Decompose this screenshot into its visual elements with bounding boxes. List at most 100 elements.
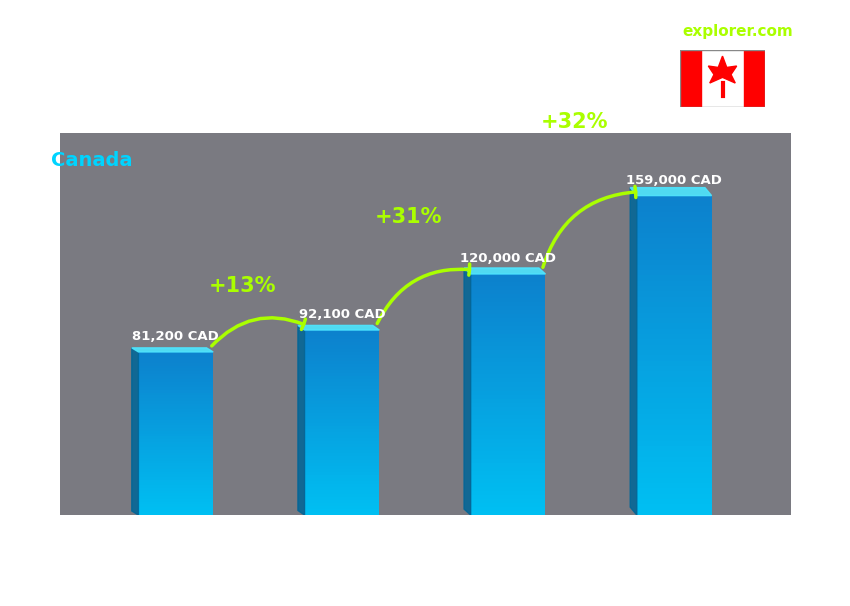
Bar xyxy=(304,435,379,438)
Bar xyxy=(304,388,379,391)
Polygon shape xyxy=(132,348,139,515)
Bar xyxy=(471,435,546,439)
Polygon shape xyxy=(132,348,213,352)
Bar xyxy=(471,310,546,314)
Bar xyxy=(471,495,546,499)
Text: 159,000 CAD: 159,000 CAD xyxy=(626,173,722,187)
Bar xyxy=(304,512,379,515)
Bar xyxy=(139,471,213,474)
Bar xyxy=(637,196,711,515)
Bar xyxy=(471,375,546,379)
Bar xyxy=(304,345,379,348)
Bar xyxy=(304,404,379,407)
Bar xyxy=(139,433,213,436)
Bar xyxy=(637,259,711,265)
Bar xyxy=(471,475,546,479)
Bar xyxy=(139,352,213,515)
Bar xyxy=(637,499,711,504)
Bar xyxy=(304,413,379,416)
Bar xyxy=(139,352,213,355)
Bar xyxy=(637,408,711,414)
Bar xyxy=(139,363,213,365)
Bar xyxy=(637,276,711,281)
Bar xyxy=(637,414,711,419)
Bar xyxy=(637,286,711,291)
Bar xyxy=(471,342,546,346)
Bar xyxy=(471,367,546,370)
Bar xyxy=(637,355,711,361)
Bar xyxy=(304,487,379,490)
Bar xyxy=(304,370,379,373)
Bar xyxy=(304,493,379,496)
Text: 120,000 CAD: 120,000 CAD xyxy=(460,252,556,265)
Bar xyxy=(637,462,711,467)
Text: 81,200 CAD: 81,200 CAD xyxy=(133,330,219,343)
Bar xyxy=(471,362,546,367)
Bar xyxy=(304,330,379,515)
Bar xyxy=(139,444,213,447)
Bar xyxy=(139,417,213,420)
Bar xyxy=(471,511,546,515)
Bar xyxy=(139,477,213,480)
Bar xyxy=(304,333,379,336)
Bar xyxy=(304,478,379,481)
Bar xyxy=(471,282,546,286)
Bar xyxy=(471,439,546,443)
Bar xyxy=(637,244,711,249)
Bar xyxy=(471,399,546,402)
Bar xyxy=(471,422,546,427)
Bar xyxy=(139,466,213,469)
Bar xyxy=(637,467,711,473)
Bar xyxy=(471,379,546,382)
Bar xyxy=(139,474,213,477)
Bar xyxy=(637,393,711,398)
Bar xyxy=(139,404,213,407)
Bar xyxy=(637,430,711,435)
Bar xyxy=(637,318,711,324)
Text: Average Yearly Salary: Average Yearly Salary xyxy=(798,264,808,385)
Bar xyxy=(304,456,379,459)
Bar xyxy=(637,228,711,233)
Bar xyxy=(139,379,213,382)
Bar xyxy=(304,506,379,509)
Bar xyxy=(637,504,711,510)
Bar xyxy=(471,382,546,387)
Bar xyxy=(471,467,546,471)
Bar xyxy=(471,402,546,407)
Bar xyxy=(471,346,546,350)
Bar xyxy=(471,390,546,395)
Bar xyxy=(637,451,711,456)
Bar xyxy=(471,387,546,390)
Bar xyxy=(139,455,213,458)
Bar xyxy=(304,500,379,503)
Bar xyxy=(139,387,213,390)
Bar xyxy=(637,217,711,222)
Bar xyxy=(471,306,546,310)
Bar xyxy=(304,496,379,500)
Bar xyxy=(139,491,213,493)
Bar xyxy=(637,425,711,430)
Bar xyxy=(304,484,379,487)
Text: salary: salary xyxy=(620,24,673,39)
Text: +31%: +31% xyxy=(375,207,442,227)
Bar xyxy=(637,297,711,302)
Bar xyxy=(637,339,711,345)
Bar xyxy=(304,373,379,376)
Bar xyxy=(471,318,546,322)
Text: Canada: Canada xyxy=(51,152,133,170)
Bar xyxy=(304,428,379,432)
Bar xyxy=(304,462,379,466)
Bar xyxy=(471,499,546,503)
Text: 92,100 CAD: 92,100 CAD xyxy=(298,308,385,321)
Bar xyxy=(139,420,213,422)
Bar xyxy=(304,466,379,469)
Bar xyxy=(637,473,711,478)
Bar xyxy=(637,249,711,254)
Bar xyxy=(139,436,213,439)
Bar xyxy=(637,302,711,307)
Polygon shape xyxy=(708,56,737,83)
Bar xyxy=(471,419,546,422)
Bar xyxy=(304,361,379,364)
Bar xyxy=(637,446,711,451)
Bar xyxy=(304,385,379,388)
